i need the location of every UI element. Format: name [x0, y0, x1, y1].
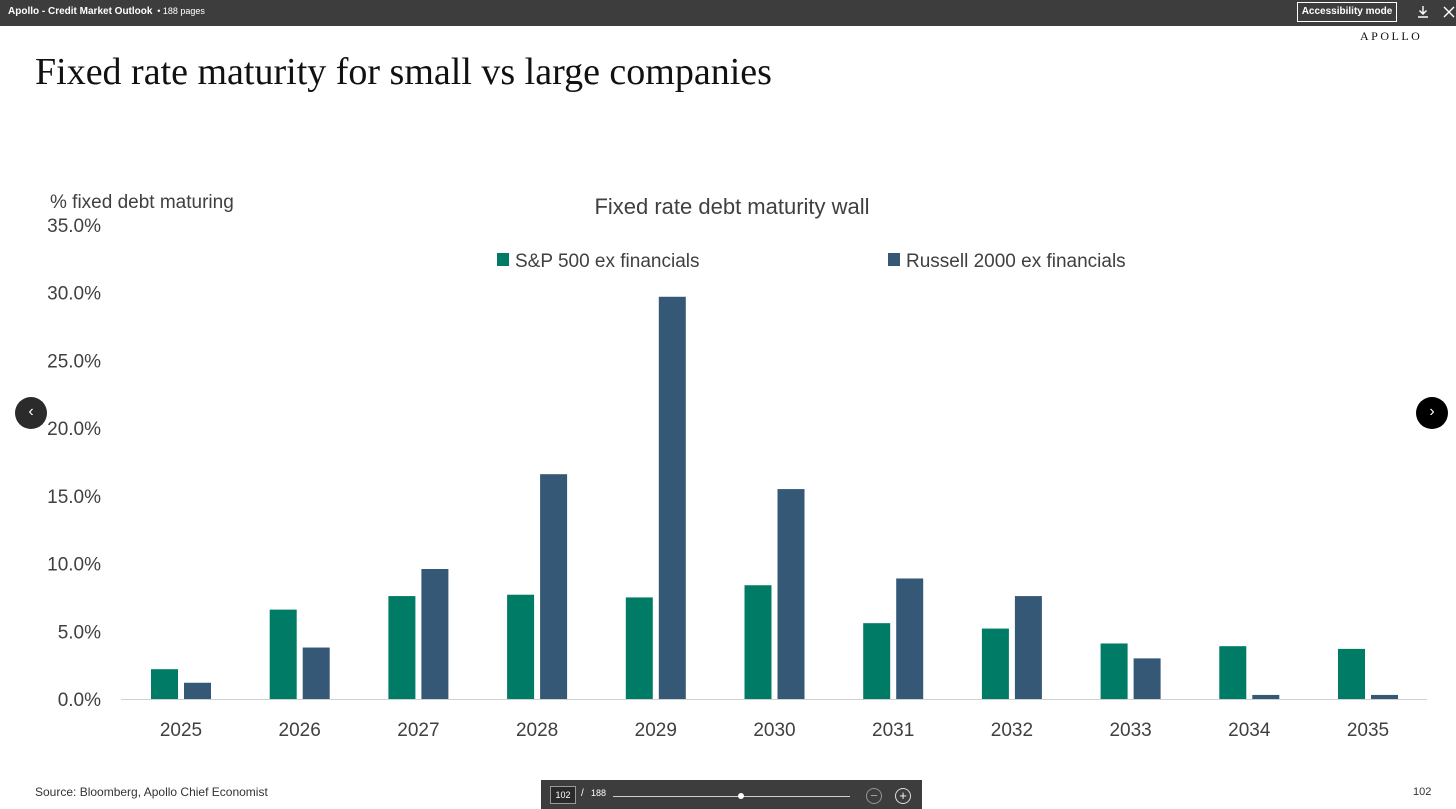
- x-tick-label: 2032: [991, 720, 1033, 741]
- source-note: Source: Bloomberg, Apollo Chief Economis…: [35, 785, 268, 799]
- previous-page-button[interactable]: ‹: [15, 397, 47, 429]
- page-slider-thumb[interactable]: [737, 793, 744, 799]
- document-title-text: Apollo - Credit Market Outlook: [8, 6, 153, 17]
- y-tick-label: 15.0%: [47, 487, 101, 508]
- bar-sp500-2026: [269, 609, 297, 699]
- bar-russell-2025: [184, 682, 211, 699]
- zoom-in-button[interactable]: +: [895, 788, 911, 804]
- page-total: 188: [591, 788, 607, 798]
- y-axis: 0.0% 5.0% 10.0% 15.0% 20.0% 25.0% 30.0% 35.0%: [47, 216, 101, 711]
- x-tick-label: 2034: [1228, 720, 1271, 741]
- bar-sp500-2032: [981, 628, 1009, 699]
- apollo-logo: APOLLO: [1360, 29, 1423, 43]
- bar-sp500-2034: [1219, 646, 1247, 699]
- bar-chart: Fixed rate debt maturity wall % fixed de…: [47, 192, 1427, 741]
- x-tick-label: 2027: [397, 720, 439, 741]
- page-count: • 188 pages: [157, 6, 205, 16]
- bar-russell-2031: [896, 578, 924, 699]
- slide-title: Fixed rate maturity for small vs large c…: [35, 51, 772, 93]
- page-number-input[interactable]: 102: [550, 786, 576, 804]
- legend-label-sp500: S&P 500 ex financials: [515, 251, 700, 272]
- page-separator: /: [581, 788, 584, 799]
- zoom-out-button[interactable]: −: [866, 788, 882, 804]
- y-tick-label: 0.0%: [58, 690, 101, 711]
- accessibility-mode-button[interactable]: Accessibility mode: [1297, 2, 1397, 22]
- bar-russell-2033: [1133, 658, 1161, 699]
- x-tick-label: 2028: [516, 720, 558, 741]
- bar-russell-2026: [302, 647, 330, 699]
- x-tick-label: 2029: [635, 720, 677, 741]
- legend-swatch-russell: [888, 253, 900, 266]
- x-tick-label: 2035: [1347, 720, 1389, 741]
- bar-sp500-2031: [863, 623, 891, 699]
- bar-russell-2035: [1371, 694, 1398, 699]
- page-navigator: 102 / 188 − +: [541, 780, 922, 809]
- y-axis-label: % fixed debt maturing: [50, 192, 234, 213]
- legend: S&P 500 ex financials Russell 2000 ex fi…: [497, 251, 1126, 272]
- viewer-toolbar: Apollo - Credit Market Outlook • 188 pag…: [0, 0, 1456, 26]
- x-tick-label: 2030: [753, 720, 795, 741]
- legend-label-russell: Russell 2000 ex financials: [906, 251, 1126, 272]
- document-title: Apollo - Credit Market Outlook • 188 pag…: [8, 6, 205, 17]
- bar-sp500-2035: [1338, 648, 1365, 699]
- bar-russell-2034: [1252, 694, 1280, 699]
- y-tick-label: 30.0%: [47, 284, 101, 305]
- bar-russell-2030: [777, 489, 805, 699]
- bar-sp500-2028: [507, 594, 535, 699]
- page-slider-track[interactable]: [613, 796, 850, 797]
- slide-page-number: 102: [1413, 786, 1432, 798]
- next-page-button[interactable]: ›: [1416, 397, 1448, 429]
- bar-russell-2028: [540, 474, 568, 699]
- y-tick-label: 35.0%: [47, 216, 101, 237]
- bar-sp500-2029: [625, 597, 653, 699]
- x-tick-label: 2033: [1109, 720, 1151, 741]
- chart-title: Fixed rate debt maturity wall: [594, 194, 869, 219]
- bar-russell-2029: [658, 296, 686, 699]
- bar-russell-2027: [421, 568, 449, 699]
- y-tick-label: 25.0%: [47, 351, 101, 372]
- close-icon[interactable]: [1441, 4, 1456, 20]
- y-tick-label: 10.0%: [47, 555, 101, 576]
- bar-sp500-2027: [388, 596, 416, 699]
- x-tick-label: 2031: [872, 720, 914, 741]
- bar-sp500-2025: [151, 669, 178, 699]
- legend-swatch-sp500: [497, 253, 509, 266]
- x-axis: 2025 2026 2027 2028 2029 2030 2031 2032 2033 2034…: [160, 720, 1389, 741]
- bars: [151, 296, 1398, 699]
- download-icon[interactable]: [1415, 4, 1431, 20]
- bar-sp500-2033: [1100, 643, 1128, 699]
- y-tick-label: 5.0%: [58, 622, 101, 643]
- bar-sp500-2030: [744, 585, 772, 699]
- x-tick-label: 2026: [279, 720, 321, 741]
- bar-russell-2032: [1014, 596, 1042, 699]
- x-tick-label: 2025: [160, 720, 202, 741]
- y-tick-label: 20.0%: [47, 419, 101, 440]
